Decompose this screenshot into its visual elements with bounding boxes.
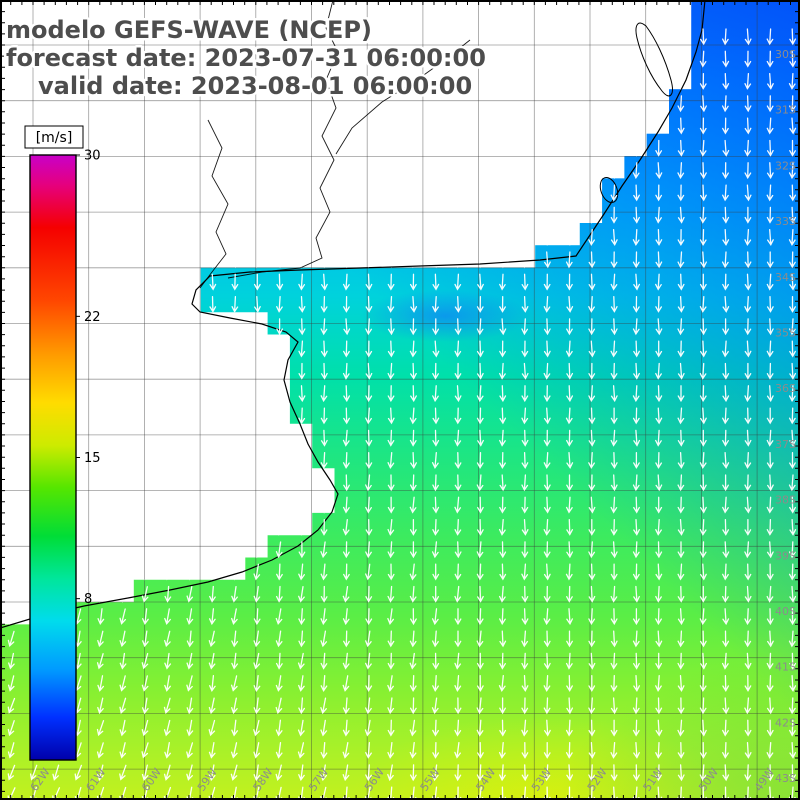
lat-label: 37S bbox=[775, 438, 796, 451]
lat-label: 34S bbox=[775, 271, 796, 284]
lat-label: 42S bbox=[775, 716, 796, 729]
river-line bbox=[335, 39, 471, 155]
lat-label: 39S bbox=[775, 549, 796, 562]
colorbar-unit-label: [m/s] bbox=[36, 130, 73, 146]
colorbar: [m/s] 30 22 15 8 bbox=[24, 125, 101, 761]
coastline-path bbox=[0, 0, 706, 629]
forecast-date: forecast date: 2023-07-31 06:00:00 bbox=[6, 44, 486, 72]
estuary-blue-patch bbox=[360, 290, 530, 342]
lat-label: 38S bbox=[775, 494, 796, 507]
lat-label: 35S bbox=[775, 327, 796, 340]
lat-label: 41S bbox=[775, 661, 796, 674]
river-line bbox=[199, 119, 229, 289]
titles: modelo GEFS-WAVE (NCEP) forecast date: 2… bbox=[4, 14, 489, 103]
colorbar-tick-label: 8 bbox=[84, 592, 92, 607]
lat-label: 33S bbox=[775, 215, 796, 228]
valid-date: valid date: 2023-08-01 06:00:00 bbox=[38, 72, 472, 100]
coastal-lagoon-outline bbox=[635, 22, 673, 97]
colorbar-unit: [m/s] bbox=[24, 125, 84, 149]
colorbar-bar bbox=[29, 154, 77, 761]
lat-label: 43S bbox=[775, 772, 796, 785]
river-line bbox=[227, 0, 339, 279]
lat-label: 30S bbox=[775, 48, 796, 61]
lat-label: 36S bbox=[775, 382, 796, 395]
lat-label: 31S bbox=[775, 104, 796, 117]
coastline bbox=[0, 0, 706, 629]
colorbar-unit-box bbox=[24, 125, 84, 149]
colorbar-tick-label: 15 bbox=[84, 451, 101, 466]
colorbar-tick-label: 22 bbox=[84, 310, 101, 325]
small-lagoon-outline bbox=[599, 176, 619, 204]
colorbar-tick-label: 30 bbox=[84, 149, 101, 164]
lat-label: 32S bbox=[775, 159, 796, 172]
lat-label: 40S bbox=[775, 605, 796, 618]
model-title: modelo GEFS-WAVE (NCEP) bbox=[6, 16, 372, 44]
